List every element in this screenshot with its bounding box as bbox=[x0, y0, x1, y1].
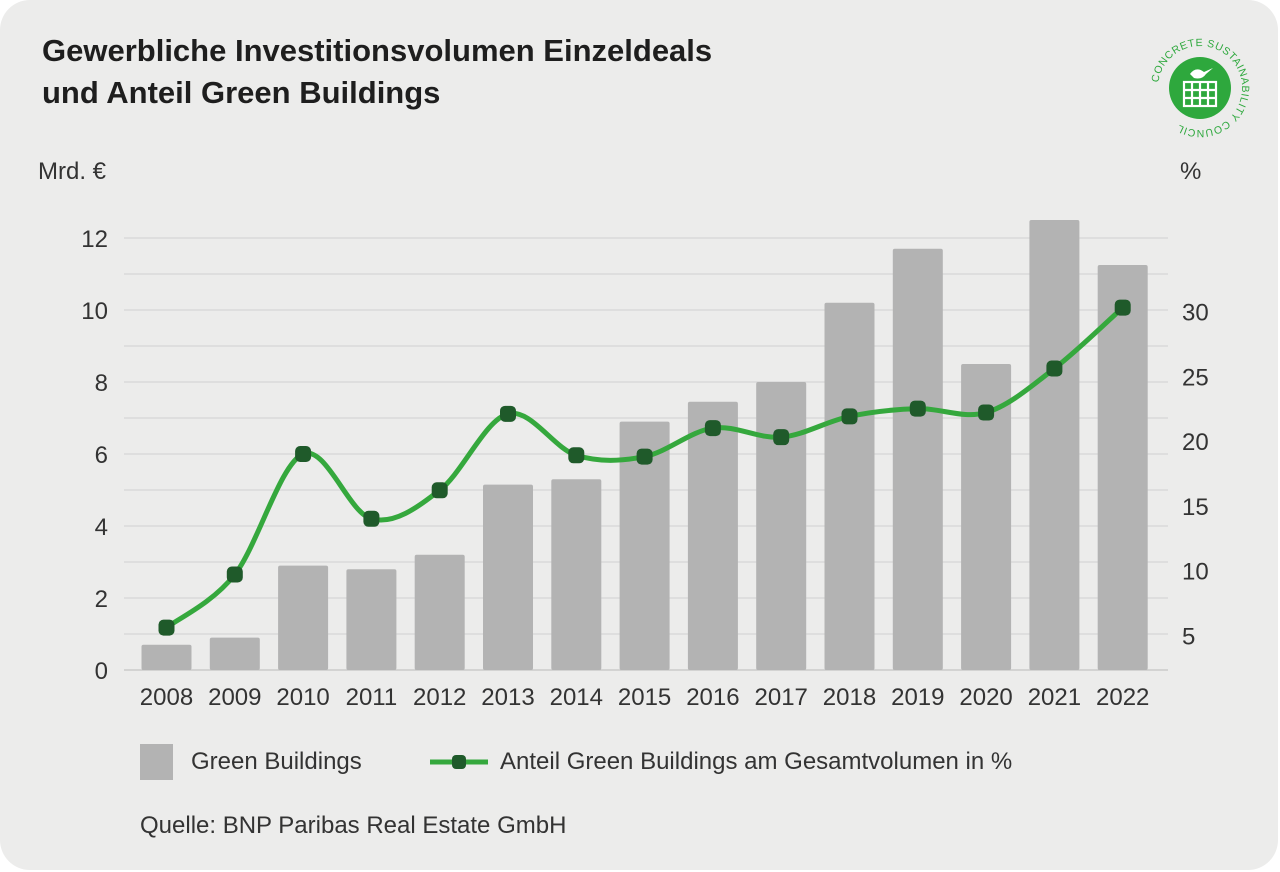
legend-label-bars: Green Buildings bbox=[191, 748, 362, 775]
line-point-marker bbox=[704, 420, 721, 437]
x-axis-tick-label: 2016 bbox=[686, 684, 739, 711]
x-axis-tick-label: 2012 bbox=[413, 684, 466, 711]
bar-green-buildings bbox=[1097, 265, 1148, 670]
line-point-marker bbox=[226, 566, 243, 583]
bar-green-buildings bbox=[209, 637, 260, 670]
chart-title-line-2: und Anteil Green Buildings bbox=[42, 75, 441, 110]
x-axis-tick-label: 2009 bbox=[208, 684, 261, 711]
right-axis-tick-label: 30 bbox=[1182, 299, 1209, 326]
x-axis-tick-label: 2013 bbox=[481, 684, 534, 711]
bar-green-buildings bbox=[141, 644, 192, 670]
line-point-marker bbox=[909, 400, 926, 417]
right-axis-tick-label: 15 bbox=[1182, 494, 1209, 521]
x-axis-tick-label: 2020 bbox=[959, 684, 1012, 711]
combo-chart: 0 2 4 6 8 10 12 5 10 15 20 25 30 2008 2009 2010 2011 2012… bbox=[81, 220, 1209, 711]
legend-bar-swatch bbox=[140, 744, 173, 780]
left-axis-tick-label: 12 bbox=[81, 226, 108, 253]
right-axis-unit: % bbox=[1180, 158, 1202, 185]
source-note: Quelle: BNP Paribas Real Estate GmbH bbox=[140, 812, 567, 839]
left-axis-unit: Mrd. € bbox=[38, 158, 107, 185]
legend-label-line: Anteil Green Buildings am Gesamtvolumen … bbox=[500, 748, 1013, 775]
line-point-marker bbox=[568, 447, 585, 464]
line-point-marker bbox=[431, 482, 448, 499]
line-point-marker bbox=[158, 619, 175, 636]
line-point-marker bbox=[295, 446, 312, 462]
bar-green-buildings bbox=[619, 421, 670, 670]
bar-green-buildings bbox=[756, 382, 807, 670]
bar-green-buildings bbox=[687, 401, 738, 670]
x-axis-tick-label: 2008 bbox=[140, 684, 193, 711]
x-axis-tick-label: 2017 bbox=[755, 684, 808, 711]
line-point-marker bbox=[636, 448, 653, 465]
left-axis-tick-label: 8 bbox=[95, 370, 108, 397]
left-axis-tick-label: 0 bbox=[95, 658, 108, 685]
x-axis-tick-label: 2019 bbox=[891, 684, 944, 711]
bar-green-buildings bbox=[892, 248, 943, 671]
bar-green-buildings bbox=[414, 554, 465, 670]
right-axis-tick-label: 10 bbox=[1182, 559, 1209, 586]
line-point-marker bbox=[363, 510, 380, 527]
right-axis-tick-label: 5 bbox=[1182, 623, 1195, 650]
left-axis-tick-label: 2 bbox=[95, 586, 108, 613]
chart-title: Gewerbliche Investitionsvolumen Einzelde… bbox=[42, 30, 712, 114]
x-axis-tick-label: 2021 bbox=[1028, 684, 1081, 711]
concrete-sustainability-council-logo: CONCRETE SUSTAINABILITY COUNCIL bbox=[1150, 38, 1250, 138]
bar-green-buildings bbox=[346, 569, 397, 670]
left-axis-tick-label: 6 bbox=[95, 442, 108, 469]
x-axis-tick-label: 2011 bbox=[346, 684, 398, 711]
legend-line-swatch bbox=[430, 755, 488, 769]
left-axis-tick-label: 10 bbox=[81, 298, 108, 325]
bar-green-buildings bbox=[961, 364, 1012, 670]
bar-green-buildings bbox=[278, 565, 329, 670]
x-axis-tick-label: 2022 bbox=[1096, 684, 1149, 711]
legend-item-bars: Green Buildings bbox=[140, 742, 362, 782]
bar-green-buildings bbox=[483, 484, 533, 670]
line-point-marker bbox=[1114, 299, 1131, 316]
chart-title-line-1: Gewerbliche Investitionsvolumen Einzelde… bbox=[42, 33, 713, 68]
legend-item-line: Anteil Green Buildings am Gesamtvolumen … bbox=[430, 742, 1012, 782]
x-axis-tick-label: 2010 bbox=[276, 684, 329, 711]
x-axis-tick-label: 2015 bbox=[618, 684, 671, 711]
bar-green-buildings bbox=[551, 479, 602, 670]
x-axis-tick-label: 2018 bbox=[823, 684, 876, 711]
line-point-marker bbox=[500, 405, 516, 422]
x-axis-tick-label: 2014 bbox=[550, 684, 603, 711]
left-axis-tick-label: 4 bbox=[95, 514, 108, 541]
line-point-marker bbox=[841, 408, 858, 425]
bar-green-buildings bbox=[1029, 220, 1080, 670]
bar-green-buildings bbox=[824, 302, 875, 670]
line-point-marker bbox=[1046, 360, 1063, 377]
right-axis-tick-label: 20 bbox=[1182, 429, 1209, 456]
line-point-marker bbox=[978, 404, 995, 421]
line-point-marker bbox=[773, 429, 790, 446]
right-axis-tick-label: 25 bbox=[1182, 364, 1209, 391]
